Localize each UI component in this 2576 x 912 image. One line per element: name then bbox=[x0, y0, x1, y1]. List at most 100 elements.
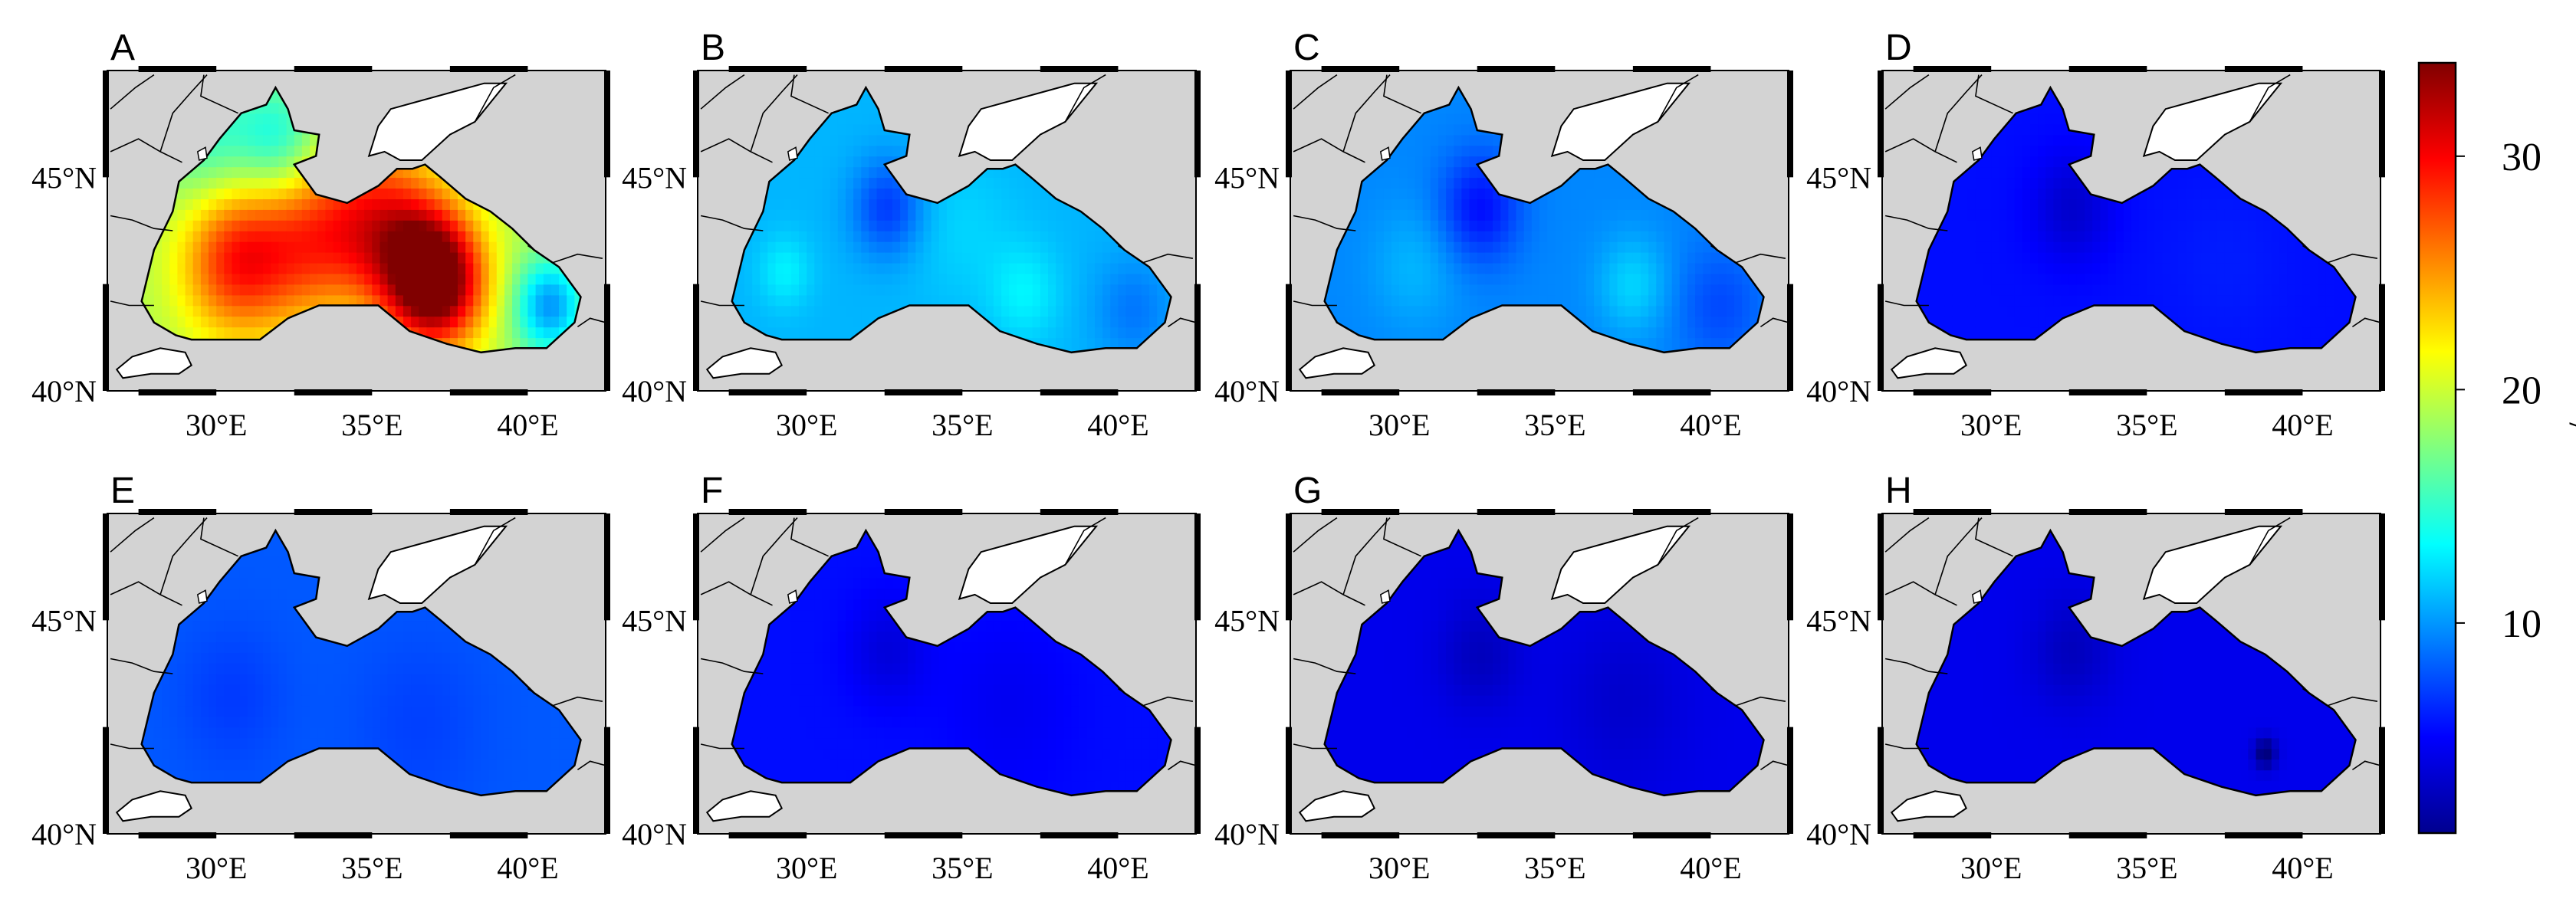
lat-tick-label: 45°N bbox=[622, 160, 687, 195]
panel-letter: H bbox=[1885, 471, 1912, 511]
map-panel-c: C 30°E 35°E 40°E 40°N 45°N bbox=[1214, 28, 1793, 442]
panel-letter: D bbox=[1885, 28, 1912, 68]
map-panel-f: F 30°E 35°E 40°E 40°N 45°N bbox=[622, 471, 1201, 885]
frame-ticks bbox=[1878, 509, 2385, 838]
lat-tick-label: 40°N bbox=[622, 817, 687, 851]
lon-tick-label: 30°E bbox=[186, 851, 247, 885]
panel-letter: G bbox=[1293, 471, 1322, 511]
country-borders bbox=[700, 74, 1196, 328]
black-sea-coastline bbox=[1323, 528, 1765, 797]
sea-of-marmara bbox=[1890, 347, 1967, 379]
map-panel-e: E 30°E 35°E 40°E 40°N 45°N bbox=[31, 471, 610, 885]
lon-tick-label: 30°E bbox=[776, 408, 837, 442]
lat-tick-label: 45°N bbox=[31, 160, 97, 195]
colorbar-tick-label: 20 bbox=[2502, 369, 2542, 412]
lon-tick-label: 40°E bbox=[1087, 408, 1148, 442]
sea-of-marmara bbox=[115, 790, 192, 822]
lon-tick-label: 35°E bbox=[932, 851, 993, 885]
frame-ticks bbox=[1286, 66, 1793, 395]
black-sea-coastline bbox=[731, 85, 1172, 354]
map-panel-d: D 30°E 35°E 40°E 40°N 45°N bbox=[1806, 28, 2385, 442]
lat-tick-label: 45°N bbox=[31, 603, 97, 638]
black-sea-coastline bbox=[140, 528, 582, 797]
lat-tick-label: 40°N bbox=[1214, 817, 1280, 851]
lat-tick-label: 40°N bbox=[31, 374, 97, 408]
map-panel-h: H 30°E 35°E 40°E 40°N 45°N bbox=[1806, 471, 2385, 885]
sea-of-marmara bbox=[1890, 790, 1967, 822]
frame-ticks bbox=[1878, 66, 2385, 395]
country-borders bbox=[1884, 74, 2380, 328]
sea-of-azov bbox=[367, 525, 508, 604]
colorbar: 10 20 30 mm/a bbox=[2417, 61, 2576, 835]
lon-tick-label: 30°E bbox=[186, 408, 247, 442]
lake bbox=[1971, 589, 1983, 604]
black-sea-coastline bbox=[1915, 85, 2357, 354]
sea-of-marmara bbox=[1298, 790, 1375, 822]
black-sea-coastline bbox=[140, 85, 582, 354]
lake bbox=[787, 146, 798, 161]
country-borders bbox=[700, 517, 1196, 771]
lat-tick-label: 45°N bbox=[1214, 160, 1280, 195]
colorbar-tick-label: 30 bbox=[2502, 136, 2542, 179]
lon-tick-label: 40°E bbox=[1087, 851, 1148, 885]
lat-tick-label: 45°N bbox=[1806, 160, 1871, 195]
lat-tick-label: 45°N bbox=[1806, 603, 1871, 638]
black-sea-coastline bbox=[1915, 528, 2357, 797]
lat-tick-label: 45°N bbox=[1214, 603, 1280, 638]
lat-tick-label: 40°N bbox=[622, 374, 687, 408]
frame-ticks bbox=[693, 66, 1201, 395]
country-borders bbox=[1293, 74, 1789, 328]
lon-tick-label: 30°E bbox=[1960, 851, 2022, 885]
colorbar-tick-label: 10 bbox=[2502, 602, 2542, 646]
lake bbox=[1971, 146, 1983, 161]
lon-tick-label: 40°E bbox=[1680, 851, 1741, 885]
lon-tick-label: 35°E bbox=[341, 408, 402, 442]
sea-of-azov bbox=[958, 82, 1099, 161]
sea-of-azov bbox=[2142, 82, 2283, 161]
map-panel-b: B 30°E 35°E 40°E 40°N 45°N bbox=[622, 28, 1201, 442]
country-borders bbox=[1884, 517, 2380, 771]
lon-tick-label: 40°E bbox=[497, 408, 558, 442]
frame-ticks bbox=[103, 509, 610, 838]
lat-tick-label: 40°N bbox=[31, 817, 97, 851]
colorbar-title: mm/a bbox=[2561, 406, 2576, 490]
lake bbox=[1379, 589, 1391, 604]
black-sea-coastline bbox=[731, 528, 1172, 797]
lon-tick-label: 30°E bbox=[1960, 408, 2022, 442]
lon-tick-label: 35°E bbox=[1524, 851, 1585, 885]
lat-tick-label: 45°N bbox=[622, 603, 687, 638]
lon-tick-label: 35°E bbox=[2116, 408, 2177, 442]
frame-ticks bbox=[103, 66, 610, 395]
sea-of-marmara bbox=[1298, 347, 1375, 379]
colorbar-gradient bbox=[2417, 61, 2457, 835]
sea-of-marmara bbox=[115, 347, 192, 379]
sea-of-azov bbox=[1550, 525, 1691, 604]
lon-tick-label: 35°E bbox=[2116, 851, 2177, 885]
lat-tick-label: 40°N bbox=[1806, 817, 1871, 851]
map-panel-a: A 30°E 35°E 40°E 40°N 45°N bbox=[31, 28, 610, 442]
sea-of-marmara bbox=[705, 790, 783, 822]
panel-letter: F bbox=[701, 471, 723, 511]
country-borders bbox=[1293, 517, 1789, 771]
lon-tick-label: 35°E bbox=[932, 408, 993, 442]
panel-letter: C bbox=[1293, 28, 1320, 68]
frame-ticks bbox=[1286, 509, 1793, 838]
map-panel-g: G 30°E 35°E 40°E 40°N 45°N bbox=[1214, 471, 1793, 885]
lon-tick-label: 30°E bbox=[1368, 851, 1430, 885]
frame-ticks bbox=[693, 509, 1201, 838]
lake bbox=[196, 589, 208, 604]
sea-of-azov bbox=[2142, 525, 2283, 604]
lon-tick-label: 35°E bbox=[1524, 408, 1585, 442]
lon-tick-label: 30°E bbox=[1368, 408, 1430, 442]
lat-tick-label: 40°N bbox=[1806, 374, 1871, 408]
sea-of-marmara bbox=[705, 347, 783, 379]
sea-of-azov bbox=[1550, 82, 1691, 161]
country-borders bbox=[110, 74, 606, 328]
lake bbox=[787, 589, 798, 604]
lon-tick-label: 40°E bbox=[2272, 408, 2333, 442]
panel-letter: E bbox=[110, 471, 135, 511]
lake bbox=[196, 146, 208, 161]
lon-tick-label: 30°E bbox=[776, 851, 837, 885]
map-panels: A 30°E 35°E 40°E 40°N 45°N B 30°E 35°E 40°E 40°N 45… bbox=[31, 28, 2385, 885]
